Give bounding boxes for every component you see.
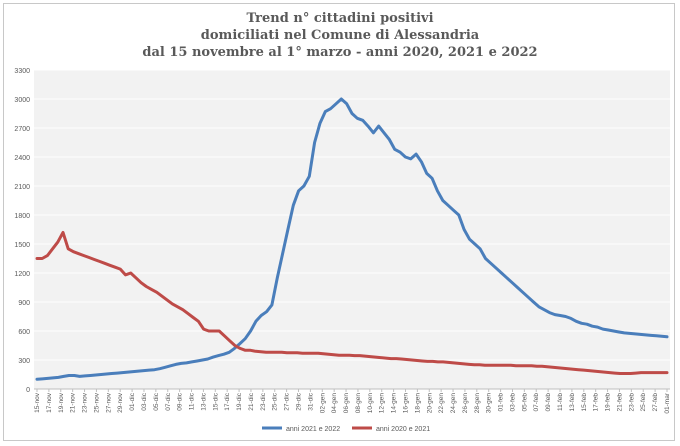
y-tick-label: 600: [18, 329, 30, 336]
x-tick-label: 19-feb: [605, 393, 612, 412]
x-tick-label: 31-dic: [307, 392, 314, 410]
x-tick-label: 23-feb: [628, 393, 635, 412]
x-tick-label: 16-gen: [402, 393, 409, 414]
x-tick-label: 08-gen: [355, 393, 362, 414]
x-tick-label: 03-dic: [141, 392, 148, 410]
chart-title-line-2: domiciliati nel Comune di Alessandria: [200, 28, 480, 43]
x-tick-label: 07-feb: [533, 393, 540, 412]
y-tick-label: 1200: [14, 271, 30, 278]
x-tick-label: 25-nov: [93, 392, 100, 413]
y-tick-label: 1800: [14, 213, 30, 220]
plot-area: [34, 70, 670, 389]
x-tick-label: 13-feb: [569, 393, 576, 412]
legend-label: anni 2021 e 2022: [286, 426, 340, 433]
x-tick-label: 06-gen: [343, 393, 350, 414]
x-tick-label: 20-gen: [426, 393, 433, 414]
x-tick-label: 05-dic: [153, 392, 160, 410]
x-tick-label: 26-gen: [462, 393, 469, 414]
x-tick-label: 14-gen: [391, 393, 398, 414]
x-tick-label: 15-feb: [581, 393, 588, 412]
x-tick-label: 25-dic: [272, 392, 279, 410]
x-tick-label: 29-nov: [117, 392, 124, 413]
y-tick-label: 3000: [14, 97, 30, 104]
x-tick-label: 09-dic: [177, 392, 184, 410]
series-line-1: [35, 97, 669, 381]
x-tick-label: 12-gen: [379, 393, 386, 414]
x-tick-label: 23-nov: [82, 392, 89, 413]
x-tick-label: 27-dic: [284, 392, 291, 410]
x-tick-label: 07-dic: [165, 392, 172, 410]
x-tick-label: 28-gen: [474, 393, 481, 414]
y-tick-label: 0: [26, 387, 30, 394]
y-tick-label: 1500: [14, 242, 30, 249]
x-tick-label: 18-gen: [414, 393, 421, 414]
x-tick-label: 02-gen: [319, 393, 326, 414]
x-tick-label: 29-dic: [296, 392, 303, 410]
x-tick-label: 04-gen: [331, 393, 338, 414]
x-tick-label: 01-dic: [129, 392, 136, 410]
x-tick-label: 17-nov: [46, 392, 53, 413]
x-tick-label: 11-dic: [189, 392, 196, 410]
x-tick-label: 09-feb: [545, 393, 552, 412]
y-tick-label: 300: [18, 358, 30, 365]
x-tick-label: 24-gen: [450, 393, 457, 414]
chart-title-line-3: dal 15 novembre al 1° marzo - anni 2020,…: [142, 45, 538, 60]
x-tick-label: 27-feb: [652, 393, 659, 412]
chart-title-line-1: Trend n° cittadini positivi: [246, 11, 434, 26]
x-tick-label: 22-gen: [438, 393, 445, 414]
y-tick-label: 2100: [14, 184, 30, 191]
x-tick-label: 19-nov: [58, 392, 65, 413]
x-tick-label: 10-gen: [367, 393, 374, 414]
y-tick-label: 900: [18, 300, 30, 307]
x-tick-label: 30-gen: [486, 393, 493, 414]
x-tick-label: 17-feb: [593, 393, 600, 412]
x-tick-label: 23-dic: [260, 392, 267, 410]
y-tick-label: 3300: [14, 68, 30, 75]
x-tick-label: 21-nov: [70, 392, 77, 413]
x-tick-label: 01-feb: [498, 393, 505, 412]
y-tick-label: 2400: [14, 155, 30, 162]
x-tick-label: 13-dic: [200, 392, 207, 410]
x-tick-label: 15-dic: [212, 392, 219, 410]
x-tick-label: 03-feb: [509, 393, 516, 412]
x-tick-label: 01-mar: [664, 392, 671, 413]
x-tick-label: 15-nov: [34, 392, 41, 413]
legend-label: anni 2020 e 2021: [376, 426, 430, 433]
x-tick-label: 17-dic: [224, 392, 231, 410]
y-tick-label: 2700: [14, 126, 30, 133]
x-tick-label: 05-feb: [521, 393, 528, 412]
x-tick-label: 21-dic: [248, 392, 255, 410]
x-tick-label: 11-feb: [557, 393, 564, 411]
x-tick-label: 19-dic: [236, 392, 243, 410]
x-tick-label: 21-feb: [616, 393, 623, 412]
series-line-2: [35, 230, 669, 375]
x-tick-label: 27-nov: [105, 392, 112, 413]
x-tick-label: 25-feb: [640, 393, 647, 412]
